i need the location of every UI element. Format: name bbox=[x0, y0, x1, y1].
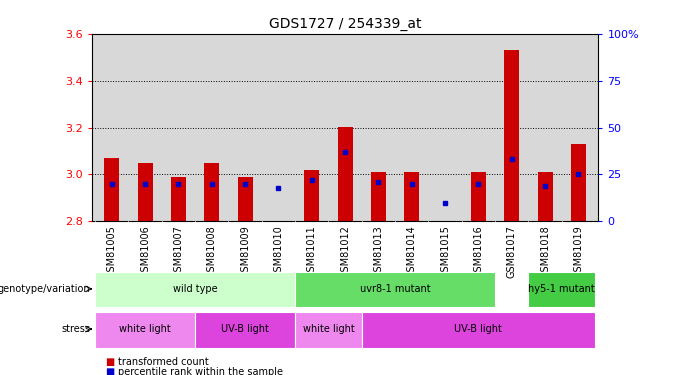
Bar bbox=[505, 50, 520, 221]
Bar bbox=[371, 172, 386, 221]
Bar bbox=[171, 177, 186, 221]
Bar bbox=[404, 172, 420, 221]
Bar bbox=[528, 272, 595, 308]
Text: ■: ■ bbox=[105, 367, 115, 375]
Bar bbox=[195, 312, 295, 348]
Bar bbox=[295, 272, 495, 308]
Bar bbox=[471, 172, 486, 221]
Bar bbox=[295, 312, 362, 348]
Text: hy5-1 mutant: hy5-1 mutant bbox=[528, 284, 595, 294]
Bar bbox=[362, 312, 595, 348]
Text: GSM81014: GSM81014 bbox=[407, 225, 417, 278]
Text: GSM81007: GSM81007 bbox=[173, 225, 184, 278]
Text: uvr8-1 mutant: uvr8-1 mutant bbox=[360, 284, 430, 294]
Text: ■: ■ bbox=[105, 357, 115, 367]
Bar bbox=[304, 170, 320, 221]
Text: GSM81005: GSM81005 bbox=[107, 225, 117, 278]
Text: GSM81006: GSM81006 bbox=[140, 225, 150, 278]
Text: UV-B light: UV-B light bbox=[221, 324, 269, 334]
Text: UV-B light: UV-B light bbox=[454, 324, 503, 334]
Text: percentile rank within the sample: percentile rank within the sample bbox=[118, 367, 283, 375]
Bar bbox=[237, 177, 252, 221]
Text: GSM81017: GSM81017 bbox=[507, 225, 517, 278]
Text: stress: stress bbox=[61, 324, 90, 334]
Text: GSM81019: GSM81019 bbox=[573, 225, 583, 278]
Text: GSM81011: GSM81011 bbox=[307, 225, 317, 278]
Text: GSM81018: GSM81018 bbox=[540, 225, 550, 278]
Text: GSM81016: GSM81016 bbox=[473, 225, 483, 278]
Bar bbox=[538, 172, 553, 221]
Text: GSM81015: GSM81015 bbox=[440, 225, 450, 278]
Text: white light: white light bbox=[303, 324, 354, 334]
Text: GSM81012: GSM81012 bbox=[340, 225, 350, 278]
Bar bbox=[204, 163, 219, 221]
Text: GSM81013: GSM81013 bbox=[373, 225, 384, 278]
Bar bbox=[137, 163, 152, 221]
Text: GSM81009: GSM81009 bbox=[240, 225, 250, 278]
Title: GDS1727 / 254339_at: GDS1727 / 254339_at bbox=[269, 17, 422, 32]
Bar bbox=[95, 272, 295, 308]
Text: GSM81010: GSM81010 bbox=[273, 225, 284, 278]
Text: white light: white light bbox=[119, 324, 171, 334]
Text: GSM81008: GSM81008 bbox=[207, 225, 217, 278]
Text: wild type: wild type bbox=[173, 284, 218, 294]
Bar bbox=[95, 312, 195, 348]
Text: genotype/variation: genotype/variation bbox=[0, 284, 90, 294]
Bar bbox=[571, 144, 586, 221]
Bar bbox=[337, 128, 353, 221]
Bar bbox=[104, 158, 119, 221]
Text: transformed count: transformed count bbox=[118, 357, 208, 367]
